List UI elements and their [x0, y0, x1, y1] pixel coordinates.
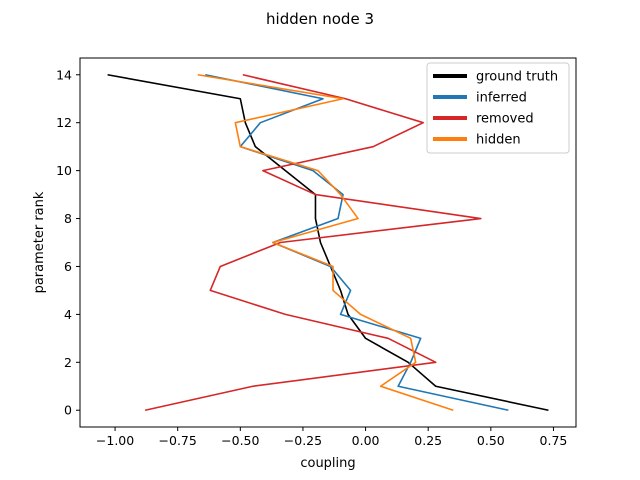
y-tick-label: 0	[64, 403, 72, 418]
legend: ground truth inferred removed hidden	[426, 62, 570, 154]
legend-label-0: ground truth	[476, 70, 558, 85]
x-tick-label: 0.25	[414, 433, 442, 448]
series-layer	[107, 73, 549, 412]
series-line-0	[107, 73, 549, 412]
y-tick-label: 6	[64, 259, 72, 274]
legend-box	[426, 62, 570, 154]
x-tick-label: 0.00	[352, 433, 380, 448]
y-tick-label: 2	[64, 355, 72, 370]
series-line-2	[144, 73, 482, 412]
x-tick-label: −0.50	[221, 433, 259, 448]
y-axis-label: parameter rank	[32, 191, 47, 293]
y-tick-label: 12	[56, 115, 72, 130]
legend-label-3: hidden	[476, 133, 521, 148]
legend-label-2: removed	[476, 112, 534, 127]
x-tick-label: 0.75	[540, 433, 568, 448]
chart-title: hidden node 3	[266, 10, 374, 28]
x-tick-label: 0.50	[477, 433, 505, 448]
y-tick-label: 8	[64, 211, 72, 226]
y-tick-label: 4	[64, 307, 72, 322]
x-axis-label: coupling	[300, 456, 355, 471]
x-tick-label: −1.00	[96, 433, 134, 448]
legend-label-1: inferred	[476, 91, 527, 106]
y-axis: 0 2 4 6 8 10 12 14	[56, 67, 80, 418]
plot-frame	[79, 57, 577, 428]
series-line-3	[197, 73, 454, 411]
y-tick-label: 10	[56, 163, 72, 178]
x-tick-label: −0.25	[284, 433, 322, 448]
x-axis: −1.00 −0.75 −0.50 −0.25 0.00 0.25 0.50 0.75	[96, 427, 567, 448]
x-tick-label: −0.75	[159, 433, 197, 448]
y-tick-label: 14	[56, 67, 72, 82]
